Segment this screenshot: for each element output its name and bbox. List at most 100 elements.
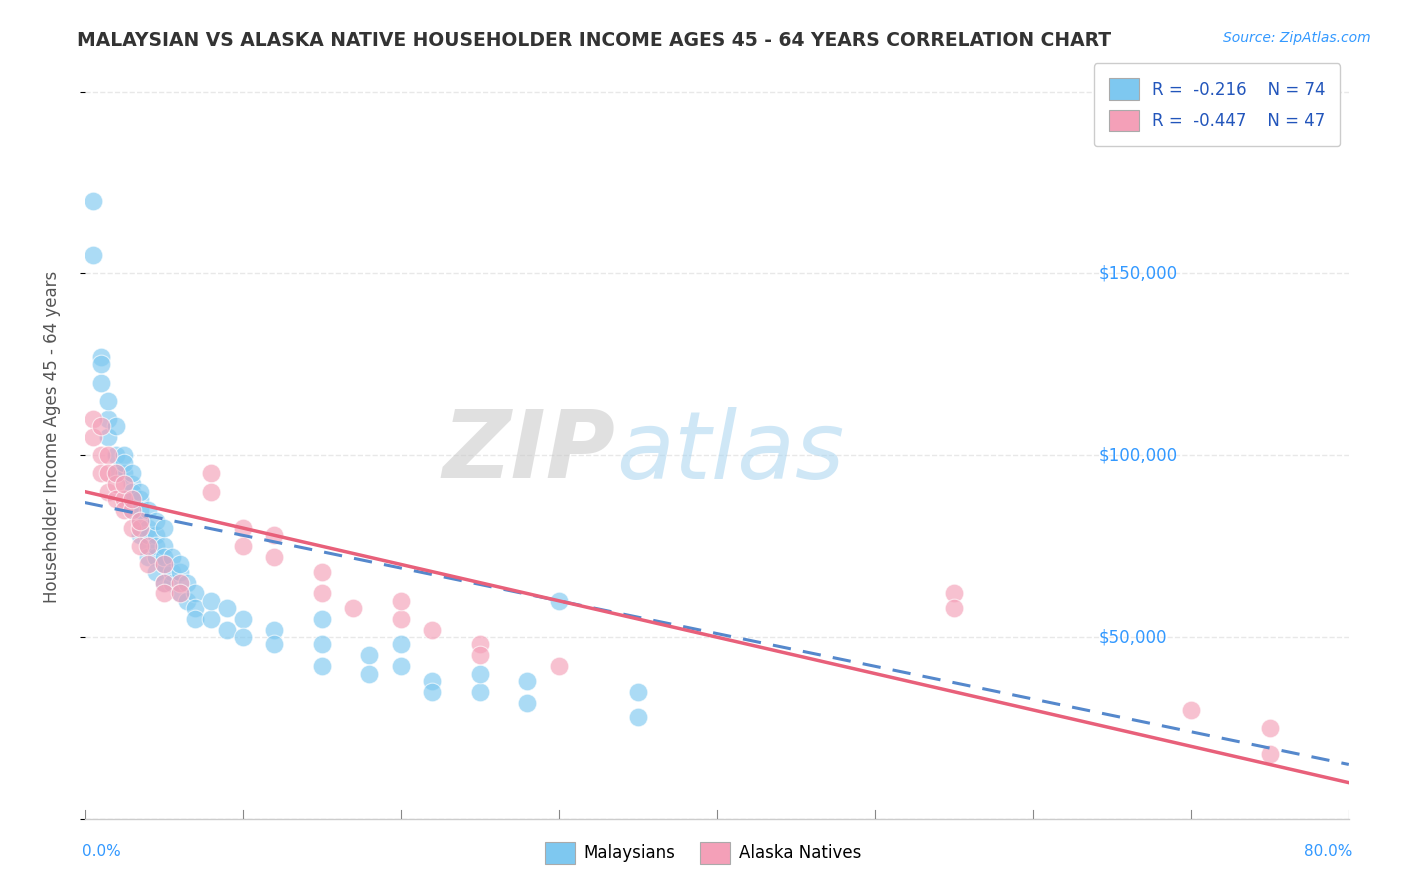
Point	[97, 467, 120, 481]
Point	[136, 539, 159, 553]
Point	[129, 484, 152, 499]
Point	[184, 586, 207, 600]
Point	[200, 484, 222, 499]
Point	[136, 550, 159, 565]
Point	[112, 477, 135, 491]
Point	[145, 514, 167, 528]
Point	[112, 491, 135, 506]
Point	[311, 637, 333, 651]
Point	[97, 448, 120, 462]
Point	[121, 467, 143, 481]
Point	[90, 376, 112, 390]
Point	[129, 528, 152, 542]
Point	[468, 684, 491, 698]
Point	[97, 393, 120, 408]
Point	[82, 248, 104, 262]
Point	[1180, 703, 1202, 717]
Point	[232, 539, 254, 553]
Text: 80.0%: 80.0%	[1305, 845, 1353, 859]
Point	[169, 558, 191, 572]
Point	[184, 612, 207, 626]
Point	[129, 514, 152, 528]
Point	[152, 539, 174, 553]
Point	[468, 666, 491, 681]
Text: 0.0%: 0.0%	[82, 845, 121, 859]
Point	[121, 503, 143, 517]
Point	[200, 612, 222, 626]
Point	[1258, 721, 1281, 735]
Point	[152, 521, 174, 535]
Point	[145, 528, 167, 542]
Text: ZIP: ZIP	[443, 407, 616, 499]
Point	[105, 419, 128, 434]
Point	[136, 528, 159, 542]
Point	[389, 612, 412, 626]
Point	[105, 491, 128, 506]
Point	[129, 503, 152, 517]
Point	[82, 194, 104, 208]
Text: MALAYSIAN VS ALASKA NATIVE HOUSEHOLDER INCOME AGES 45 - 64 YEARS CORRELATION CHA: MALAYSIAN VS ALASKA NATIVE HOUSEHOLDER I…	[77, 31, 1112, 50]
Point	[136, 558, 159, 572]
Point	[169, 575, 191, 590]
Point	[468, 637, 491, 651]
Point	[129, 491, 152, 506]
Point	[215, 623, 238, 637]
Point	[129, 539, 152, 553]
Point	[105, 467, 128, 481]
Point	[82, 412, 104, 426]
Point	[152, 575, 174, 590]
Point	[160, 575, 183, 590]
Point	[152, 558, 174, 572]
Point	[627, 710, 650, 724]
Point	[389, 659, 412, 673]
Point	[516, 673, 538, 688]
Point	[342, 601, 364, 615]
Point	[105, 477, 128, 491]
Point	[121, 484, 143, 499]
Point	[112, 456, 135, 470]
Point	[112, 503, 135, 517]
Point	[468, 648, 491, 663]
Point	[359, 648, 381, 663]
Point	[136, 503, 159, 517]
Point	[121, 477, 143, 491]
Point	[1258, 747, 1281, 761]
Point	[129, 521, 152, 535]
Point	[121, 521, 143, 535]
Point	[169, 586, 191, 600]
Point	[82, 430, 104, 444]
Text: atlas: atlas	[616, 407, 844, 498]
Point	[121, 503, 143, 517]
Legend: R =  -0.216    N = 74, R =  -0.447    N = 47: R = -0.216 N = 74, R = -0.447 N = 47	[1094, 63, 1340, 146]
Point	[90, 467, 112, 481]
Point	[112, 467, 135, 481]
Point	[232, 521, 254, 535]
Point	[311, 659, 333, 673]
Point	[152, 586, 174, 600]
Point	[263, 528, 285, 542]
Point	[121, 491, 143, 506]
Point	[263, 550, 285, 565]
Point	[547, 659, 569, 673]
Point	[200, 467, 222, 481]
Point	[152, 550, 174, 565]
Point	[129, 514, 152, 528]
Point	[215, 601, 238, 615]
Point	[547, 594, 569, 608]
Point	[90, 419, 112, 434]
Point	[389, 594, 412, 608]
Point	[422, 673, 444, 688]
Point	[90, 350, 112, 364]
Point	[136, 521, 159, 535]
Point	[145, 539, 167, 553]
Point	[176, 575, 198, 590]
Point	[105, 467, 128, 481]
Point	[136, 539, 159, 553]
Point	[184, 601, 207, 615]
Text: Source: ZipAtlas.com: Source: ZipAtlas.com	[1223, 31, 1371, 45]
Text: $100,000: $100,000	[1098, 446, 1178, 464]
Point	[516, 696, 538, 710]
Point	[389, 637, 412, 651]
Point	[627, 684, 650, 698]
Point	[97, 412, 120, 426]
